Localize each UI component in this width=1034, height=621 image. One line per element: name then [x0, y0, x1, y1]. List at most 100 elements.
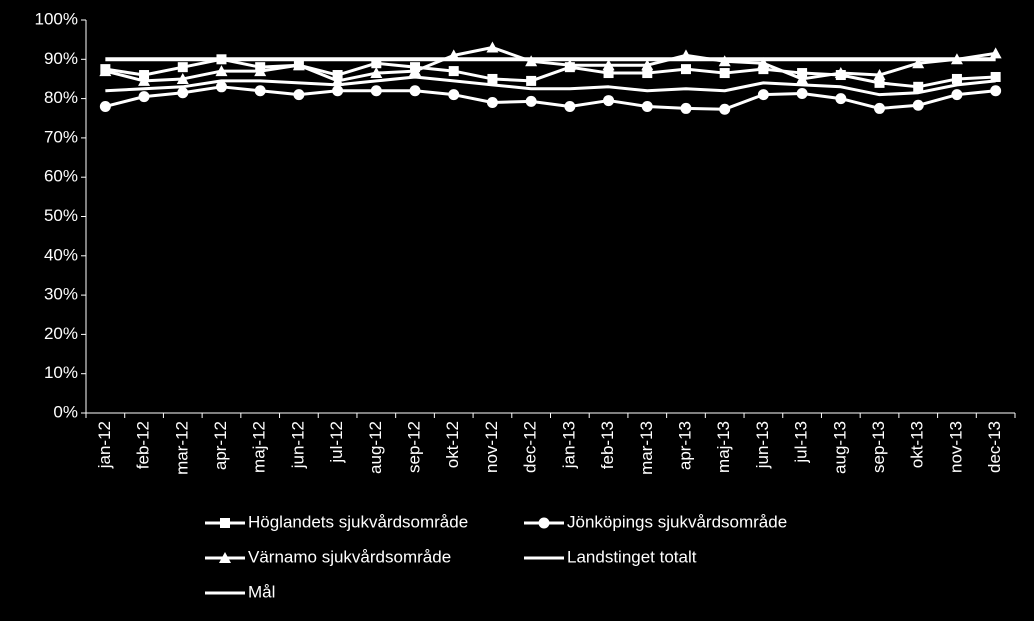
marker: [680, 64, 691, 75]
marker: [292, 59, 305, 71]
marker: [219, 552, 231, 563]
marker: [409, 85, 421, 97]
x-tick-label: jul-13: [792, 421, 811, 464]
marker: [719, 68, 730, 79]
series-line: [104, 85, 996, 111]
marker: [409, 65, 422, 77]
marker: [757, 57, 770, 69]
x-tick-label: nov-13: [946, 421, 965, 473]
series-line: [105, 75, 996, 97]
marker: [913, 81, 924, 92]
marker: [874, 77, 885, 88]
marker: [254, 65, 267, 77]
marker: [796, 72, 809, 84]
x-tick-label: sep-13: [869, 421, 888, 473]
marker: [371, 58, 382, 69]
y-tick-label: 50%: [44, 206, 78, 225]
marker: [448, 66, 459, 77]
y-tick-label: 20%: [44, 324, 78, 343]
marker: [912, 57, 925, 69]
x-tick-label: maj-13: [714, 421, 733, 473]
marker: [951, 73, 962, 84]
x-tick-label: maj-12: [250, 421, 269, 473]
marker: [138, 91, 150, 103]
marker: [293, 89, 305, 101]
x-tick-label: dec-13: [985, 421, 1004, 473]
y-tick-label: 30%: [44, 285, 78, 304]
y-tick-label: 90%: [44, 49, 78, 68]
x-tick-label: feb-12: [134, 421, 153, 469]
legend-label: Jönköpings sjukvårdsområde: [567, 512, 787, 531]
marker: [641, 100, 653, 112]
marker: [370, 85, 382, 97]
x-tick-label: aug-13: [830, 421, 849, 474]
marker: [486, 97, 498, 109]
y-tick-label: 80%: [44, 88, 78, 107]
marker: [835, 93, 847, 105]
marker: [990, 71, 1001, 82]
y-tick-label: 0%: [53, 402, 78, 421]
marker: [563, 59, 576, 71]
y-tick-label: 10%: [44, 363, 78, 382]
marker: [603, 95, 615, 107]
marker: [874, 102, 886, 114]
x-tick-label: jan-13: [559, 421, 578, 469]
marker: [177, 62, 188, 73]
marker: [99, 65, 112, 77]
x-tick-label: jun-12: [288, 421, 307, 469]
marker: [564, 100, 576, 112]
y-tick-label: 100%: [35, 9, 78, 28]
marker: [176, 72, 189, 84]
y-tick-label: 60%: [44, 167, 78, 186]
x-tick-label: mar-12: [172, 421, 191, 475]
marker: [642, 68, 653, 79]
marker: [138, 74, 151, 86]
x-tick-label: nov-12: [482, 421, 501, 473]
legend-label: Värnamo sjukvårdsområde: [248, 547, 451, 566]
x-tick-label: apr-12: [211, 421, 230, 470]
marker: [220, 518, 230, 528]
marker: [538, 517, 550, 529]
marker: [215, 65, 228, 77]
legend-label: Mål: [248, 582, 275, 601]
x-tick-label: dec-12: [521, 421, 540, 473]
marker: [603, 68, 614, 79]
marker: [834, 67, 847, 79]
x-tick-label: okt-13: [908, 421, 927, 468]
x-tick-label: jul-12: [327, 421, 346, 464]
marker: [873, 69, 886, 81]
marker: [912, 99, 924, 111]
marker: [758, 64, 769, 75]
marker: [448, 89, 460, 101]
legend-label: Höglandets sjukvårdsområde: [248, 512, 468, 531]
marker: [990, 85, 1002, 97]
x-tick-label: apr-13: [675, 421, 694, 470]
series-line: [104, 46, 996, 83]
marker: [796, 87, 808, 99]
y-tick-label: 40%: [44, 245, 78, 264]
x-tick-label: jan-12: [95, 421, 114, 469]
x-tick-label: okt-12: [443, 421, 462, 468]
marker: [989, 47, 1002, 59]
series-line: [105, 57, 996, 89]
x-tick-label: aug-12: [366, 421, 385, 474]
marker: [719, 103, 731, 115]
x-tick-label: jun-13: [753, 421, 772, 469]
marker: [370, 67, 383, 79]
marker: [486, 41, 499, 53]
marker: [680, 102, 692, 114]
x-tick-label: feb-13: [598, 421, 617, 469]
marker: [332, 85, 344, 97]
x-tick-label: mar-13: [637, 421, 656, 475]
marker: [951, 89, 963, 101]
marker: [254, 85, 266, 97]
marker: [526, 75, 537, 86]
legend-label: Landstinget totalt: [567, 547, 697, 566]
marker: [602, 59, 615, 71]
marker: [525, 95, 537, 107]
marker: [487, 73, 498, 84]
marker: [99, 100, 111, 112]
marker: [215, 81, 227, 93]
x-tick-label: sep-12: [405, 421, 424, 473]
